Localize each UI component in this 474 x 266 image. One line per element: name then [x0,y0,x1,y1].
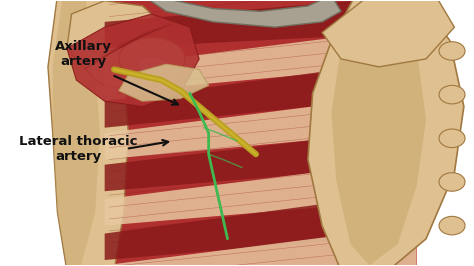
Polygon shape [105,128,417,191]
Ellipse shape [439,129,465,148]
Polygon shape [105,27,417,93]
Ellipse shape [138,56,166,72]
Text: Lateral thoracic
artery: Lateral thoracic artery [19,135,138,163]
Ellipse shape [439,85,465,104]
Polygon shape [53,1,100,265]
Polygon shape [308,0,464,266]
Polygon shape [331,1,426,265]
Polygon shape [95,1,417,265]
Polygon shape [105,226,417,266]
Ellipse shape [439,173,465,191]
Polygon shape [119,64,209,101]
Polygon shape [48,0,128,266]
Polygon shape [105,0,417,48]
Ellipse shape [439,42,465,60]
Polygon shape [105,191,417,260]
Ellipse shape [439,216,465,235]
Polygon shape [105,159,417,226]
Text: Axillary
artery: Axillary artery [55,40,112,68]
Polygon shape [322,0,455,67]
Ellipse shape [119,38,185,80]
Polygon shape [105,59,417,128]
Polygon shape [143,0,341,27]
Polygon shape [67,14,199,107]
Polygon shape [67,1,180,93]
Polygon shape [105,93,417,159]
